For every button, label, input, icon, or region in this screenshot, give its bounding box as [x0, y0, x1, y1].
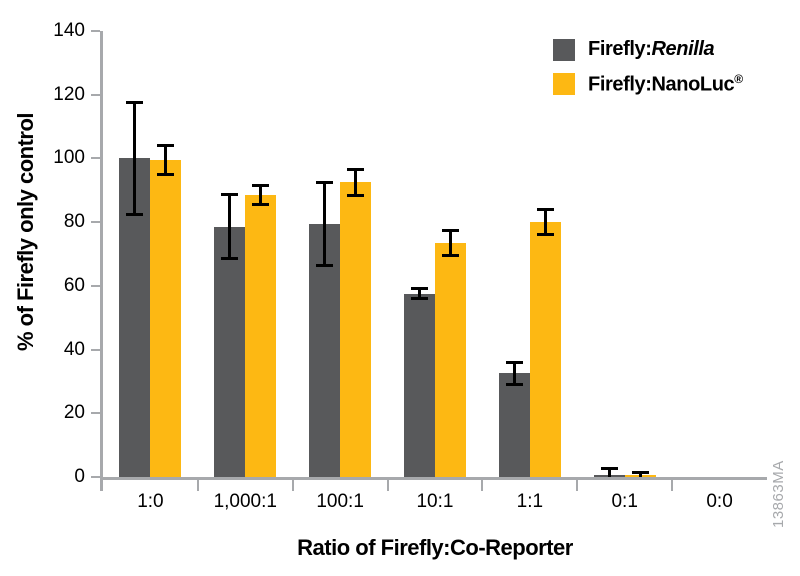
registered-trademark-symbol: ® [734, 72, 743, 86]
x-tick-label: 1:0 [137, 491, 164, 512]
y-tick-label: 120 [53, 83, 85, 105]
bar [150, 160, 182, 477]
error-bar-cap-bottom [126, 212, 144, 216]
error-bar-cap-top [157, 144, 175, 148]
firefly-renilla-label: Firefly:Renilla [588, 38, 715, 61]
y-tick-label: 80 [63, 211, 85, 233]
x-axis-tick [386, 480, 389, 491]
bar [404, 293, 435, 477]
legend-item-firefly-nanoluc: Firefly:NanoLuc® [553, 72, 743, 97]
error-bar-cap-bottom [221, 257, 239, 261]
error-bar-cap-top [600, 467, 618, 471]
error-bar-cap-top [126, 101, 144, 105]
error-bar-stem [164, 144, 168, 176]
error-bar-stem [512, 360, 516, 387]
error-bar-stem [323, 180, 327, 267]
y-tick-label: 140 [53, 20, 85, 41]
error-bar-stem [259, 183, 263, 207]
x-tick-label: 0:1 [611, 491, 638, 512]
error-bar-stem [543, 207, 547, 237]
error-bar-stem [354, 167, 358, 197]
firefly-nanoluc-swatch [553, 73, 575, 96]
y-tick-label: 40 [63, 338, 85, 360]
y-axis-tick [91, 348, 100, 351]
x-tick-label: 10:1 [416, 491, 454, 512]
error-bar-cap-bottom [505, 383, 523, 387]
x-axis-tick [576, 480, 579, 491]
y-axis-tick [91, 30, 100, 33]
bar [529, 222, 561, 477]
x-axis-line [100, 477, 767, 480]
x-tick-label: 1:1 [516, 491, 544, 512]
bar [340, 182, 372, 477]
x-axis-tick [196, 480, 199, 491]
error-bar-cap-bottom [411, 297, 428, 301]
legend-text: Firefly:NanoLuc [588, 73, 735, 96]
error-bar-cap-bottom [157, 172, 175, 176]
error-bar-cap-top [316, 180, 334, 184]
legend-text: Firefly: [588, 38, 652, 60]
x-axis-title: Ratio of Firefly:Co-Reporter [297, 535, 573, 560]
error-bar-stem [607, 467, 611, 477]
error-bar-cap-top [442, 228, 459, 232]
x-tick-label: 1,000:1 [213, 491, 277, 512]
error-bar-stem [228, 193, 232, 261]
y-axis-title: % of Firefly only control [13, 112, 38, 352]
legend-item-firefly-renilla: Firefly:Renilla [553, 38, 743, 61]
y-tick-label: 60 [63, 274, 85, 296]
y-axis-tick [91, 284, 100, 287]
y-axis-line [100, 31, 103, 491]
error-bar-cap-bottom [252, 203, 270, 207]
error-bar-stem [133, 101, 137, 216]
x-tick-label: 100:1 [316, 491, 364, 512]
legend-text-italic: Renilla [651, 38, 715, 60]
error-bar-cap-bottom [347, 193, 365, 197]
firefly-renilla-swatch [553, 38, 575, 61]
error-bar-cap-bottom [536, 233, 554, 237]
x-axis-tick [291, 480, 294, 491]
error-bar-cap-top [411, 287, 428, 291]
error-bar-cap-bottom [442, 254, 459, 258]
bar [435, 242, 466, 477]
error-bar-stem [638, 470, 642, 477]
y-tick-label: 0 [74, 466, 85, 487]
y-axis-tick [91, 412, 100, 415]
bar [214, 226, 246, 477]
x-tick-label: 0:0 [706, 491, 733, 512]
watermark: 13863MA [770, 460, 787, 528]
plot-area: 0 20 40 60 80 100 120 140 1:0 1,000:1 100:1 10:1 1:1… [53, 20, 767, 512]
y-axis-tick [91, 157, 100, 160]
y-axis-tick [91, 476, 100, 478]
error-bar-cap-top [536, 207, 554, 211]
firefly-nanoluc-label: Firefly:NanoLuc® [588, 72, 743, 97]
error-bar-cap-top [252, 183, 270, 187]
y-tick-label: 20 [63, 402, 85, 424]
error-bar-cap-top [505, 360, 523, 364]
error-bar-cap-top [631, 470, 649, 474]
error-bar-stem [418, 287, 421, 301]
y-tick-label: 100 [53, 147, 85, 169]
error-bar-stem [449, 228, 452, 258]
bar [245, 195, 277, 477]
x-axis-tick [671, 480, 674, 491]
error-bar-cap-bottom [316, 263, 334, 267]
error-bar-cap-top [347, 167, 365, 171]
y-axis-tick [91, 221, 100, 224]
x-axis-tick [481, 480, 484, 491]
y-axis-tick [91, 93, 100, 96]
error-bar-cap-top [221, 193, 239, 197]
bar [498, 373, 530, 477]
legend: Firefly:Renilla Firefly:NanoLuc® [553, 38, 743, 108]
